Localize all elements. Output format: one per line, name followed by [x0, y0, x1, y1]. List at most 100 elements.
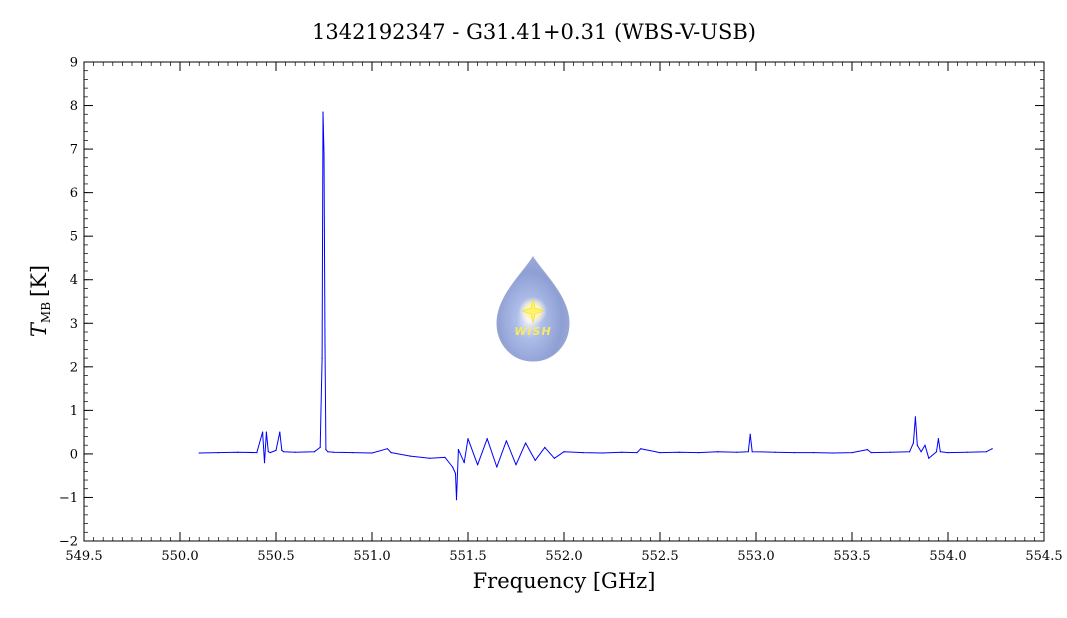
data-point	[198, 452, 200, 454]
data-point	[319, 446, 321, 448]
data-point	[321, 357, 323, 359]
data-point	[371, 452, 373, 454]
chart-title: 1342192347 - G31.41+0.31 (WBS-V-USB)	[312, 20, 756, 44]
y-tick-label: 3	[70, 317, 78, 332]
y-tick-label: −1	[59, 491, 78, 506]
x-tick-labels: 549.5 550.0 550.5 551.0 551.5 552.0 552.5 553.0…	[65, 549, 1062, 564]
data-point	[313, 451, 315, 453]
data-point	[939, 451, 941, 453]
data-point	[991, 448, 993, 450]
y-tick-label: −2	[59, 535, 78, 550]
data-point	[477, 464, 479, 466]
data-point	[275, 449, 277, 451]
data-point	[294, 451, 296, 453]
x-tick-label: 554.5	[1025, 549, 1062, 564]
wish-star-icon	[521, 298, 545, 324]
data-point	[269, 452, 271, 454]
x-tick-label: 552.0	[545, 549, 582, 564]
data-point	[851, 452, 853, 454]
data-point	[678, 451, 680, 453]
data-point	[636, 452, 638, 454]
data-point	[924, 444, 926, 446]
data-point	[455, 499, 458, 501]
data-point	[390, 452, 392, 454]
data-point	[832, 452, 834, 454]
data-point	[283, 451, 285, 453]
y-tick-label: 7	[70, 143, 78, 158]
y-tick-label: 9	[70, 56, 78, 71]
x-tick-label: 549.5	[65, 549, 102, 564]
data-point	[352, 452, 354, 454]
data-point	[870, 452, 872, 454]
data-point	[916, 444, 918, 446]
y-tick-label: 8	[70, 99, 78, 114]
data-point	[751, 451, 753, 453]
data-point	[386, 448, 388, 450]
spectrum-line-0	[199, 111, 993, 501]
data-point	[866, 449, 869, 451]
x-tick-label: 553.0	[737, 549, 774, 564]
data-point	[281, 449, 283, 451]
series-layer	[198, 111, 993, 501]
data-point	[457, 449, 459, 451]
data-point	[544, 446, 546, 448]
data-point	[912, 442, 915, 444]
data-point	[640, 448, 642, 450]
data-point	[985, 451, 988, 453]
wish-logo: WISH	[496, 256, 570, 362]
data-point	[444, 456, 446, 458]
data-point	[262, 431, 264, 433]
data-point	[621, 451, 623, 453]
y-tick-label: 6	[70, 186, 78, 201]
x-tick-label: 554.0	[929, 549, 966, 564]
data-point	[947, 452, 949, 454]
data-point	[928, 457, 930, 459]
data-point	[327, 451, 329, 453]
data-point	[717, 451, 719, 453]
x-tick-label: 553.5	[833, 549, 870, 564]
data-point	[505, 440, 507, 442]
data-point	[935, 451, 938, 453]
data-point	[534, 459, 536, 461]
data-point	[325, 449, 327, 451]
data-point	[324, 344, 326, 346]
data-point	[409, 455, 411, 457]
data-point	[279, 431, 281, 433]
data-point	[454, 472, 457, 475]
data-point	[601, 452, 604, 454]
data-point	[515, 464, 517, 466]
data-point	[486, 438, 488, 440]
data-point	[525, 442, 527, 444]
data-point	[217, 452, 219, 454]
data-point	[322, 111, 324, 113]
x-tick-label: 552.5	[641, 549, 678, 564]
y-axis-title-subscript: MB	[39, 302, 53, 323]
y-tick-label: 4	[70, 273, 78, 288]
data-point	[553, 457, 556, 459]
y-tick-label: 0	[70, 447, 78, 462]
data-point	[914, 416, 917, 418]
y-tick-label: 5	[70, 230, 78, 245]
data-point	[749, 433, 751, 435]
data-point	[920, 451, 922, 453]
data-point	[889, 451, 892, 453]
data-point	[813, 452, 815, 454]
data-point	[463, 462, 465, 464]
data-point	[496, 466, 498, 468]
data-point	[582, 452, 584, 454]
x-axis-title: Frequency [GHz]	[473, 569, 656, 593]
data-point	[333, 451, 335, 453]
data-point	[467, 438, 469, 440]
data-point	[563, 451, 565, 453]
y-axis-title: TMB [K]	[27, 265, 53, 337]
data-point	[429, 457, 431, 459]
data-point	[747, 451, 749, 453]
y-axis-title-main: T	[27, 321, 51, 337]
x-tick-label: 551.5	[449, 549, 486, 564]
data-point	[937, 438, 940, 440]
data-point	[659, 452, 661, 454]
data-point	[323, 152, 325, 154]
data-point	[237, 451, 239, 453]
x-tick-label: 551.0	[353, 549, 390, 564]
